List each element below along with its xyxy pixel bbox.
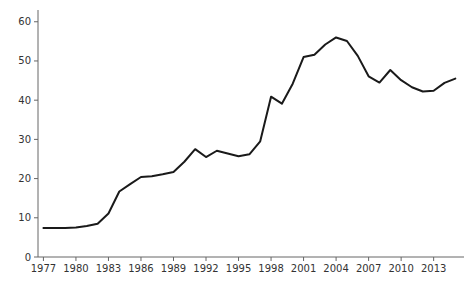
x-tick bbox=[401, 257, 402, 261]
x-tick bbox=[368, 257, 369, 261]
y-tick bbox=[34, 60, 38, 61]
x-tick bbox=[173, 257, 174, 261]
axes: 1977198019831986198919921995199820012004… bbox=[18, 10, 464, 274]
y-tick-label: 20 bbox=[18, 173, 31, 184]
y-tick bbox=[34, 100, 38, 101]
x-tick-label: 2004 bbox=[323, 263, 348, 274]
x-tick-label: 1977 bbox=[31, 263, 56, 274]
x-tick bbox=[303, 257, 304, 261]
x-tick-label: 1998 bbox=[258, 263, 283, 274]
y-tick-label: 30 bbox=[18, 134, 31, 145]
x-tick bbox=[206, 257, 207, 261]
y-axis-line bbox=[38, 10, 39, 257]
y-tick bbox=[34, 257, 38, 258]
x-tick-label: 2007 bbox=[356, 263, 381, 274]
y-tick bbox=[34, 217, 38, 218]
x-tick bbox=[336, 257, 337, 261]
x-tick bbox=[75, 257, 76, 261]
x-tick-label: 1983 bbox=[96, 263, 121, 274]
x-tick-label: 2013 bbox=[421, 263, 446, 274]
x-tick bbox=[238, 257, 239, 261]
y-tick bbox=[34, 178, 38, 179]
line bbox=[43, 37, 455, 228]
x-tick-label: 1995 bbox=[226, 263, 251, 274]
x-tick-label: 1980 bbox=[63, 263, 88, 274]
x-tick bbox=[43, 257, 44, 261]
y-tick-label: 40 bbox=[18, 95, 31, 106]
x-tick bbox=[108, 257, 109, 261]
chart: 1977198019831986198919921995199820012004… bbox=[0, 0, 474, 283]
y-tick-label: 50 bbox=[18, 55, 31, 66]
x-tick-label: 1992 bbox=[193, 263, 218, 274]
plot-area bbox=[43, 37, 455, 228]
x-tick-label: 1989 bbox=[161, 263, 186, 274]
x-tick-label: 1986 bbox=[128, 263, 153, 274]
x-axis-line bbox=[38, 257, 464, 258]
x-tick-label: 2001 bbox=[291, 263, 316, 274]
x-tick bbox=[433, 257, 434, 261]
y-tick-label: 10 bbox=[18, 212, 31, 223]
x-tick bbox=[140, 257, 141, 261]
y-tick-label: 60 bbox=[18, 16, 31, 27]
y-tick bbox=[34, 139, 38, 140]
x-tick bbox=[271, 257, 272, 261]
x-tick-label: 2010 bbox=[388, 263, 413, 274]
y-tick bbox=[34, 21, 38, 22]
y-tick-label: 0 bbox=[25, 252, 31, 263]
